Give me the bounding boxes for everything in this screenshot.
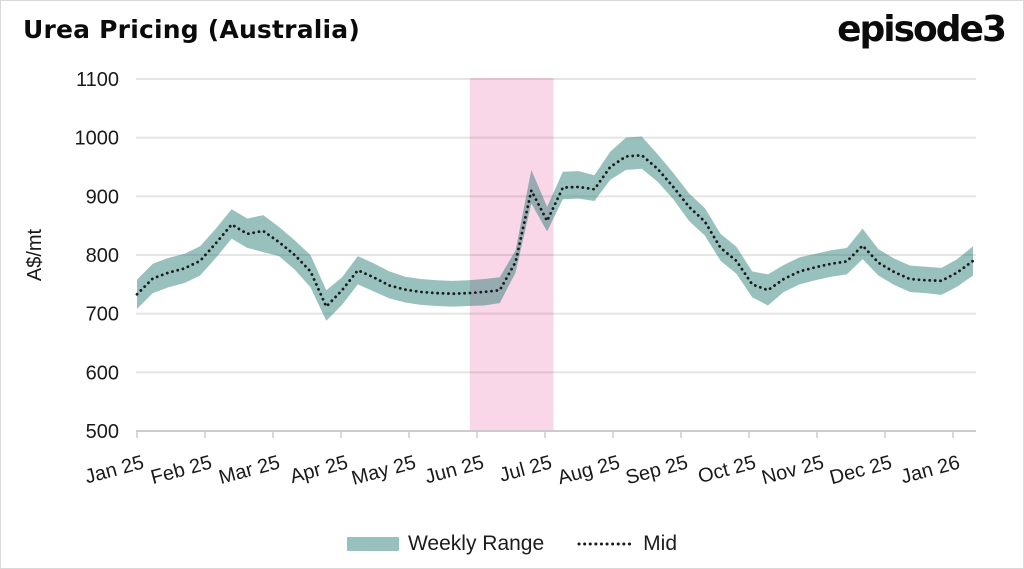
chart-legend: Weekly Range Mid	[1, 532, 1023, 556]
legend-label-mid: Mid	[643, 532, 678, 555]
y-tick-label: 500	[86, 421, 119, 443]
x-tick-label: Oct 25	[696, 452, 759, 489]
weekly-range-swatch-icon	[346, 537, 399, 551]
mid-dotted-line-icon	[577, 542, 633, 546]
legend-item-mid: Mid	[576, 532, 677, 556]
highlight-band	[469, 78, 554, 431]
x-tick-label: May 25	[349, 452, 418, 490]
y-tick-label: 700	[86, 304, 119, 326]
y-tick-label: 900	[86, 186, 119, 208]
y-axis-label: A$/mt	[24, 228, 46, 281]
legend-label-weekly-range: Weekly Range	[407, 532, 545, 555]
y-tick-label: 1100	[76, 69, 119, 91]
episode3-logo: episode3	[837, 9, 1007, 50]
x-tick-label: Feb 25	[148, 452, 214, 489]
y-tick-label: 600	[86, 362, 119, 384]
x-tick-label: Jul 25	[497, 452, 554, 487]
mid-line	[135, 153, 975, 310]
y-tick-label: 1000	[75, 128, 120, 150]
x-tick-label: Dec 25	[827, 452, 894, 490]
x-tick-label: Mar 25	[216, 452, 282, 489]
weekly-range-band	[137, 136, 973, 321]
x-tick-label: Nov 25	[759, 452, 826, 490]
x-tick-label: Sep 25	[623, 452, 690, 490]
x-tick-label: Apr 25	[288, 452, 351, 489]
x-tick-label: Aug 25	[555, 452, 622, 490]
x-tick-label: Jan 26	[899, 452, 963, 489]
legend-item-weekly-range: Weekly Range	[346, 532, 545, 556]
chart-title: Urea Pricing (Australia)	[23, 15, 361, 44]
y-tick-label: 800	[86, 245, 119, 267]
x-tick-label: Jan 25	[83, 452, 147, 489]
x-tick-label: Jun 25	[423, 452, 487, 489]
